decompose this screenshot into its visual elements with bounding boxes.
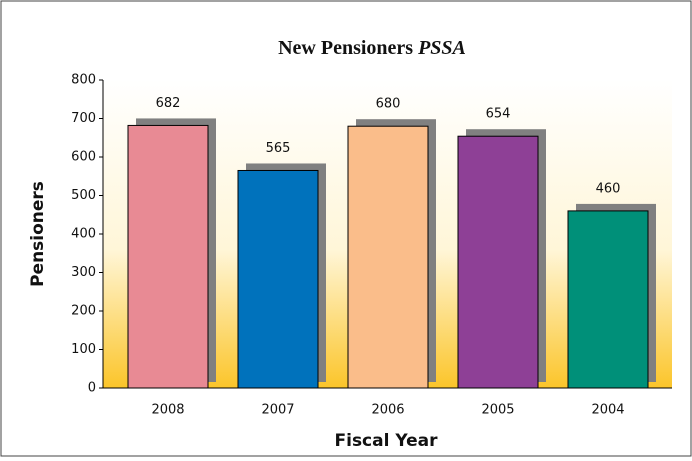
title-italic: PSSA	[417, 37, 466, 59]
title-main: New Pensioners	[278, 37, 413, 59]
value-label: 680	[376, 97, 401, 112]
value-label: 565	[266, 141, 291, 156]
x-tick-label: 2004	[591, 403, 624, 418]
bar	[237, 169, 319, 389]
x-tick-label: 2007	[261, 403, 294, 418]
x-tick-label: 2008	[151, 403, 184, 418]
y-tick-label: 100	[71, 342, 96, 357]
chart-title: New Pensioners PSSA	[278, 37, 466, 59]
value-label: 460	[596, 181, 621, 196]
y-tick-label: 200	[71, 304, 96, 319]
y-tick-label: 700	[71, 111, 96, 126]
bar	[347, 125, 429, 389]
bar	[457, 135, 539, 389]
y-tick-label: 300	[71, 265, 96, 280]
bar	[127, 124, 209, 389]
y-tick-label: 500	[71, 188, 96, 203]
value-label: 682	[156, 96, 181, 111]
y-tick-label: 600	[71, 150, 96, 165]
y-tick-label: 0	[88, 381, 96, 396]
bar	[567, 210, 649, 389]
x-tick-label: 2006	[371, 403, 404, 418]
value-label: 654	[486, 107, 511, 122]
x-tick-label: 2005	[481, 403, 514, 418]
y-tick-label: 800	[71, 73, 96, 88]
y-tick-label: 400	[71, 227, 96, 242]
y-axis-title: Pensioners	[28, 181, 48, 287]
x-axis-title: Fiscal Year	[335, 431, 439, 451]
